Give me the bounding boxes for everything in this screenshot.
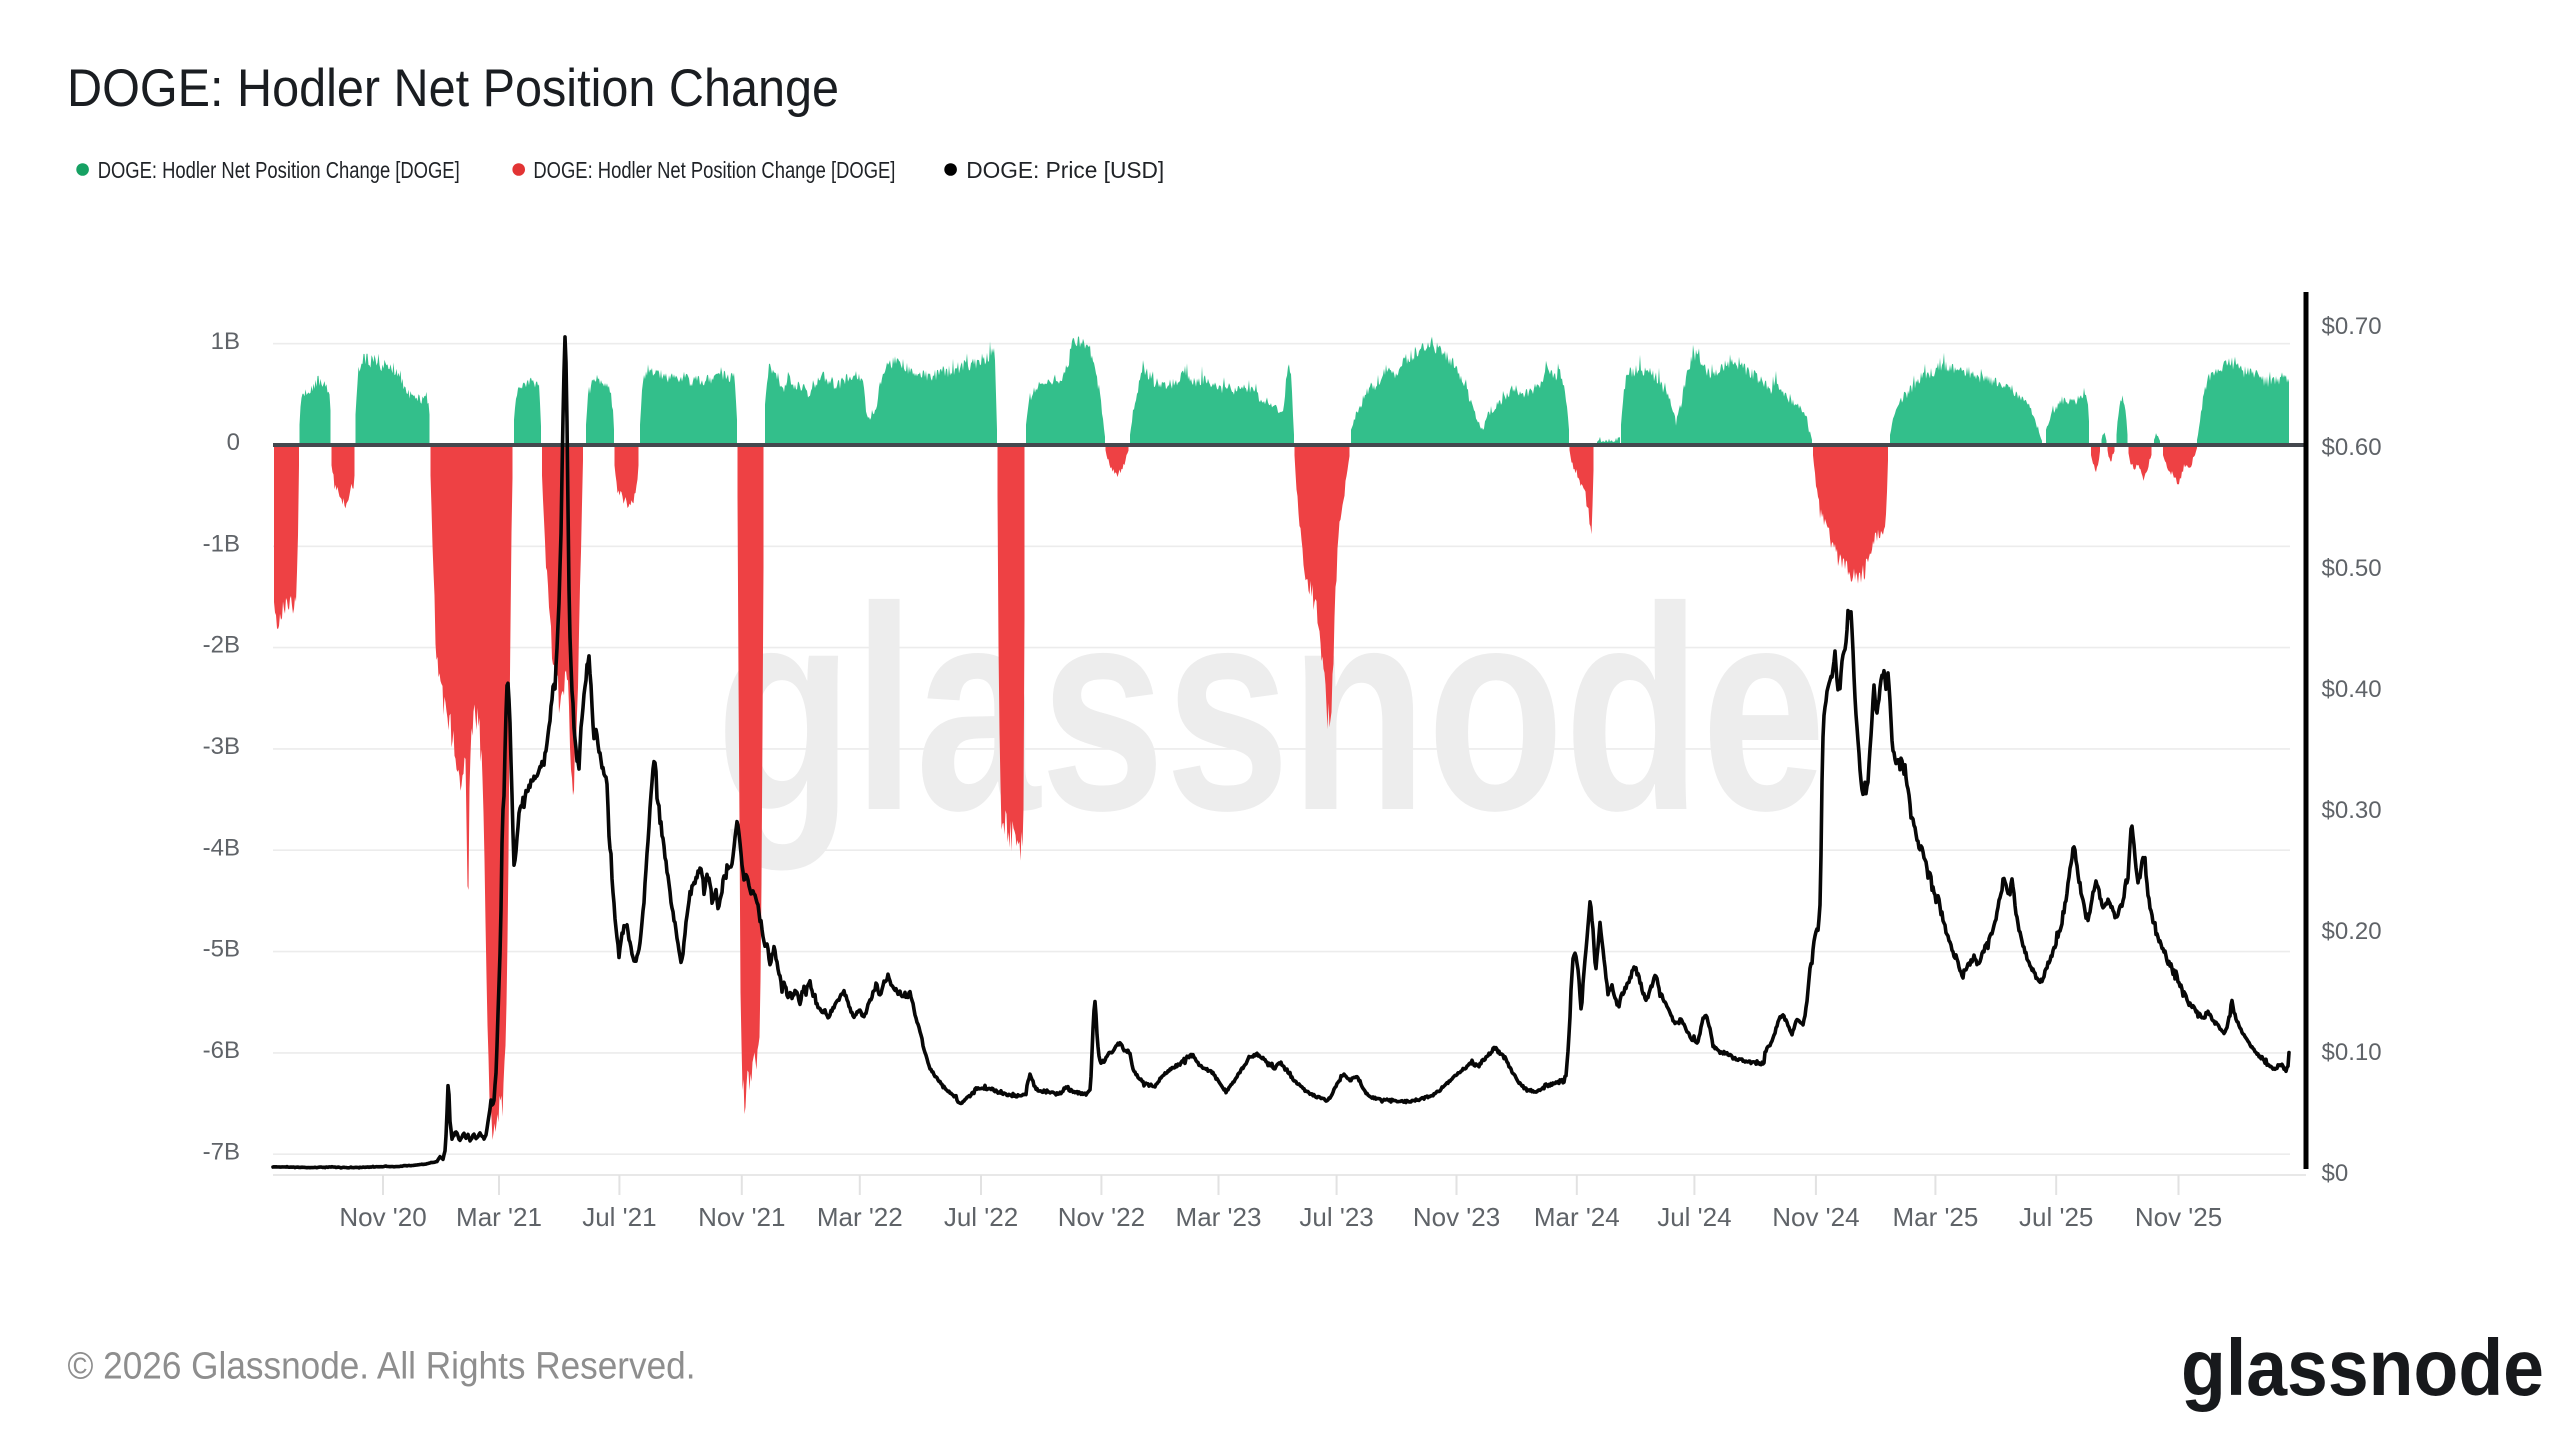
svg-text:Jul '24: Jul '24	[1657, 1202, 1731, 1232]
svg-text:-2B: -2B	[203, 632, 240, 659]
svg-text:© 2026 Glassnode. All Rights R: © 2026 Glassnode. All Rights Reserved.	[68, 1346, 696, 1388]
svg-text:Nov '21: Nov '21	[698, 1202, 785, 1232]
svg-text:Jul '23: Jul '23	[1299, 1202, 1373, 1232]
svg-text:-4B: -4B	[203, 834, 240, 861]
svg-text:-5B: -5B	[203, 936, 240, 963]
svg-text:Nov '20: Nov '20	[339, 1202, 426, 1232]
svg-text:0: 0	[227, 429, 240, 456]
svg-text:-6B: -6B	[203, 1037, 240, 1064]
svg-text:DOGE: Hodler Net Position Chan: DOGE: Hodler Net Position Change [DOGE]	[533, 157, 895, 183]
svg-text:Jul '22: Jul '22	[944, 1202, 1018, 1232]
svg-text:$0: $0	[2322, 1160, 2349, 1187]
svg-text:Jul '25: Jul '25	[2019, 1202, 2093, 1232]
svg-text:Nov '25: Nov '25	[2135, 1202, 2222, 1232]
svg-text:Mar '23: Mar '23	[1176, 1202, 1262, 1232]
svg-text:DOGE: Hodler Net Position Chan: DOGE: Hodler Net Position Change	[67, 59, 839, 118]
svg-text:glassnode: glassnode	[716, 547, 1826, 872]
svg-text:-1B: -1B	[203, 530, 240, 557]
svg-text:$0.70: $0.70	[2322, 313, 2382, 340]
svg-text:Mar '25: Mar '25	[1892, 1202, 1978, 1232]
svg-text:$0.30: $0.30	[2322, 797, 2382, 824]
svg-text:-7B: -7B	[203, 1138, 240, 1165]
svg-text:-3B: -3B	[203, 733, 240, 760]
svg-text:Nov '23: Nov '23	[1413, 1202, 1500, 1232]
svg-text:Nov '24: Nov '24	[1772, 1202, 1859, 1232]
svg-text:Mar '21: Mar '21	[456, 1202, 542, 1232]
svg-text:Jul '21: Jul '21	[582, 1202, 656, 1232]
svg-text:$0.60: $0.60	[2322, 434, 2382, 461]
svg-text:Mar '24: Mar '24	[1534, 1202, 1620, 1232]
svg-text:Mar '22: Mar '22	[817, 1202, 903, 1232]
svg-text:Nov '22: Nov '22	[1058, 1202, 1145, 1232]
svg-text:DOGE: Price [USD]: DOGE: Price [USD]	[966, 157, 1164, 183]
svg-text:glassnode: glassnode	[2181, 1323, 2544, 1412]
svg-text:$0.40: $0.40	[2322, 676, 2382, 703]
svg-text:DOGE: Hodler Net Position Chan: DOGE: Hodler Net Position Change [DOGE]	[98, 157, 460, 183]
svg-text:$0.20: $0.20	[2322, 918, 2382, 945]
svg-text:$0.50: $0.50	[2322, 555, 2382, 582]
svg-text:1B: 1B	[211, 328, 240, 355]
svg-text:$0.10: $0.10	[2322, 1039, 2382, 1066]
